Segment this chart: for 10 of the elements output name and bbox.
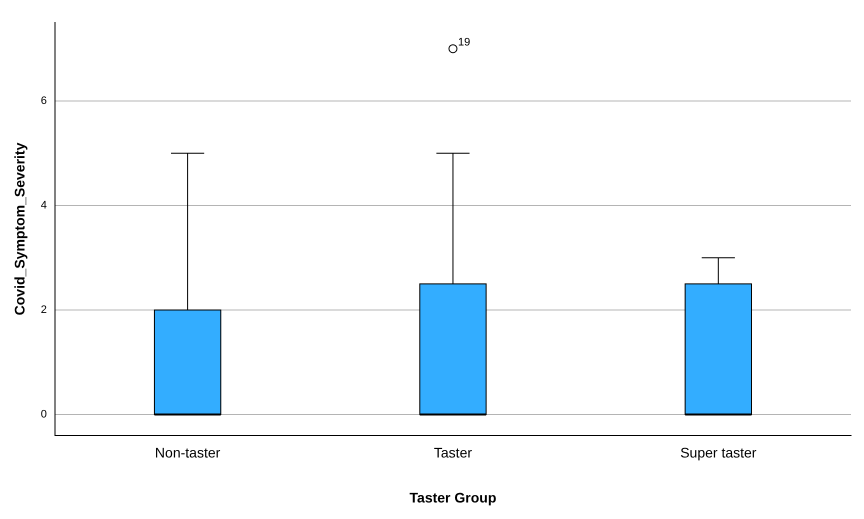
annotation: 19 [458,36,470,48]
y-axis-title: Covid_Symptom_Severity [11,142,28,316]
x-tick-label: Taster [434,444,472,461]
x-axis-title: Taster Group [410,489,496,506]
y-tick-label: 4 [40,200,47,212]
y-tick-label: 6 [40,95,47,108]
y-tick-label: 0 [40,408,47,421]
x-tick-label: Non-taster [154,444,221,461]
x-tick-label: Super taster [680,444,757,461]
y-tick-label: 2 [40,304,47,316]
